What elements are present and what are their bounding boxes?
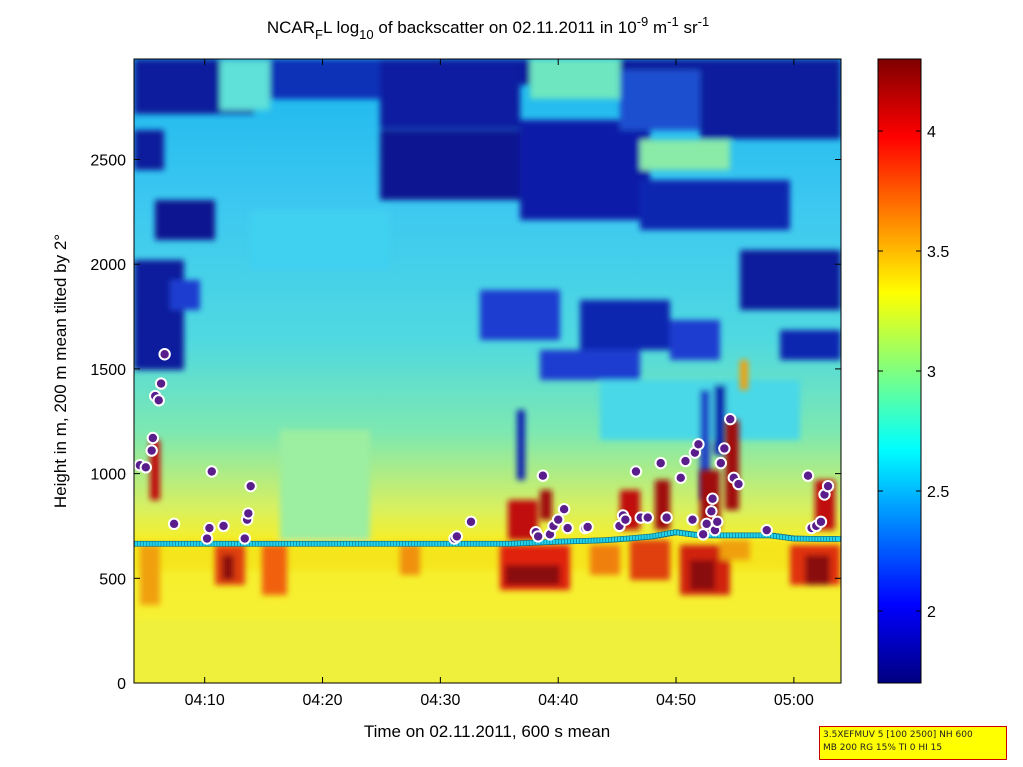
cloud-top-marker (146, 431, 160, 445)
cloud-top-marker (242, 507, 255, 520)
cloud-top-marker (686, 513, 699, 526)
info-box: 3.5XEFMUV 5 [100 2500] NH 600 MB 200 RG … (819, 726, 1007, 760)
colorbar-tick-label: 3 (927, 364, 936, 381)
colorbar-tick-label: 3.5 (927, 244, 949, 261)
info-line-2: MB 200 RG 15% TI 0 HI 15 (823, 743, 943, 753)
cloud-top-marker (152, 394, 165, 407)
colorbar-tick-label: 2.5 (927, 484, 949, 501)
marker-layer (134, 348, 841, 547)
cloud-top-marker (654, 456, 667, 470)
cloud-top-marker (821, 479, 835, 493)
cloud-top-marker (814, 515, 828, 528)
y-axis: 0 500 1000 1500 2000 2500 (90, 153, 841, 693)
cloud-top-marker (706, 492, 719, 505)
colorbar-tick-label: 4 (927, 124, 936, 141)
x-axis-label: Time on 02.11.2011, 600 s mean (364, 722, 610, 741)
y-tick-label: 500 (99, 571, 126, 588)
x-tick-label: 05:00 (774, 692, 814, 709)
cloud-top-marker (581, 520, 594, 534)
y-tick-label: 1000 (90, 467, 126, 484)
cloud-top-marker (244, 479, 257, 493)
y-tick-label: 0 (117, 676, 126, 693)
cloud-top-marker (557, 503, 571, 516)
cloud-top-marker (679, 454, 692, 468)
x-tick-label: 04:30 (420, 692, 460, 709)
cloud-top-marker (139, 461, 152, 474)
cloud-top-marker (158, 348, 171, 361)
cloud-top-marker (760, 523, 773, 537)
cloud-top-marker (154, 377, 168, 390)
cloud-top-marker (641, 511, 654, 524)
cloud-base-marker (835, 536, 841, 542)
chart-title: NCARFL log10 of backscatter on 02.11.201… (267, 14, 709, 42)
cloud-top-marker (714, 456, 728, 470)
cloud-top-marker (450, 530, 464, 543)
plot-frame (133, 58, 842, 684)
cloud-top-marker (724, 412, 737, 426)
colorbar (877, 58, 922, 684)
colorbar-axis: 2 2.5 3 3.5 4 (878, 124, 949, 621)
cloud-top-marker (629, 465, 643, 478)
cloud-top-marker (718, 442, 731, 455)
backscatter-heatmap (134, 59, 841, 683)
x-tick-label: 04:20 (303, 692, 343, 709)
y-tick-label: 2000 (90, 257, 126, 274)
cloud-top-marker (619, 513, 632, 526)
cloud-top-marker (167, 517, 181, 531)
cloud-top-marker (705, 505, 718, 518)
y-tick-label: 1500 (90, 362, 126, 379)
cloud-top-marker (531, 530, 545, 543)
x-tick-label: 04:50 (656, 692, 696, 709)
info-line-1: 3.5XEFMUV 5 [100 2500] NH 600 (823, 730, 973, 740)
cloud-top-marker (205, 465, 218, 478)
x-tick-label: 04:40 (538, 692, 578, 709)
cloud-top-marker (711, 515, 724, 528)
cloud-top-marker (801, 469, 815, 482)
cloud-top-marker (200, 532, 214, 545)
cloud-top-marker (561, 521, 574, 535)
cloud-top-marker (238, 532, 251, 545)
y-axis-label: Height in m, 200 m mean tilted by 2° (51, 234, 70, 508)
cloud-top-marker (660, 511, 673, 524)
x-axis: 04:10 04:20 04:30 04:40 04:50 05:00 (185, 59, 814, 709)
cloud-top-marker (536, 469, 550, 482)
y-tick-label: 2500 (90, 153, 126, 170)
cloud-top-marker (464, 515, 478, 528)
cloud-top-marker (145, 444, 158, 457)
cloud-top-marker (674, 471, 687, 484)
cloud-top-marker (696, 528, 710, 541)
cloud-top-marker (217, 519, 230, 533)
cloud-top-marker (203, 521, 216, 535)
cloud-top-marker (692, 438, 705, 451)
x-tick-label: 04:10 (185, 692, 225, 709)
cloud-top-marker (732, 477, 745, 491)
colorbar-tick-label: 2 (927, 604, 936, 621)
cloud-top-marker (552, 513, 565, 526)
